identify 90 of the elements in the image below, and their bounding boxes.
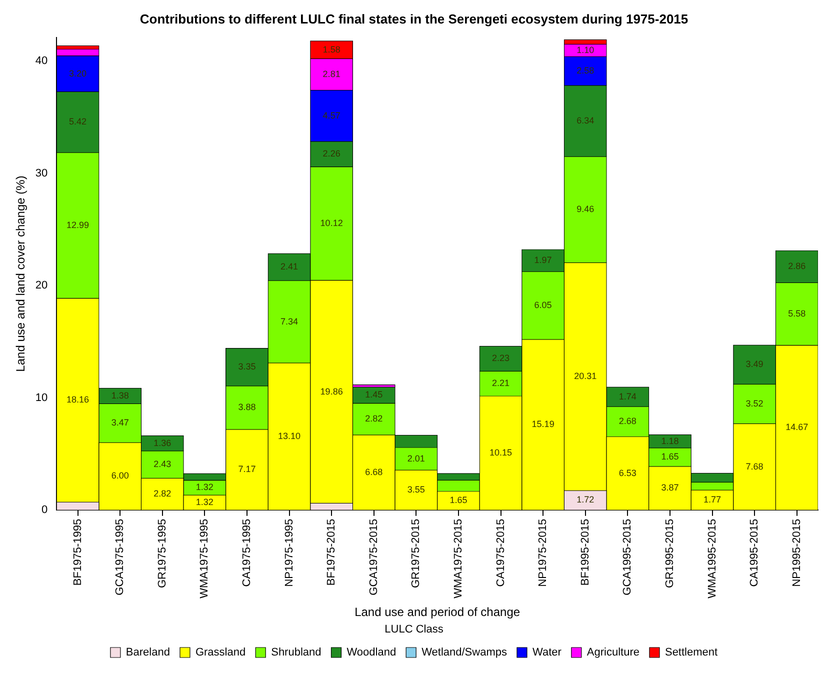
data-label: 14.67 (786, 422, 808, 432)
legend-label: Shrubland (271, 646, 322, 659)
x-tick-label: GCA1975-1995 (114, 518, 126, 596)
data-label: 6.68 (365, 466, 383, 477)
data-label: 3.87 (661, 482, 679, 493)
x-tick-label: WMA1975-2015 (452, 518, 464, 598)
legend-label: Agriculture (586, 646, 640, 659)
data-label: 2.01 (407, 453, 425, 464)
x-tick-label: GR1975-1995 (156, 518, 168, 588)
x-tick-label: CA1975-2015 (494, 518, 507, 587)
legend-label: Bareland (126, 646, 170, 659)
y-tick-label: 0 (42, 504, 48, 516)
data-label: 7.34 (280, 316, 298, 326)
data-label: 2.58 (576, 66, 594, 76)
data-label: 1.58 (322, 44, 340, 54)
data-label: 3.20 (69, 68, 87, 78)
x-tick-label: NP1995-2015 (790, 518, 803, 587)
data-label: 1.38 (111, 390, 129, 400)
data-label: 7.17 (238, 464, 256, 474)
data-label: 3.47 (111, 418, 129, 428)
x-axis-title: Land use and period of change (354, 604, 520, 619)
data-label: 10.15 (490, 447, 512, 458)
x-tick-label: GCA1995-2015 (622, 518, 634, 596)
y-axis-title: Land use and land cover change (%) (14, 176, 28, 372)
data-label: 3.55 (407, 484, 425, 494)
x-tick-label: CA1995-2015 (748, 518, 761, 587)
chart-title: Contributions to different LULC final states in the Serengeti ecosystem during 1975-2015 (140, 11, 688, 26)
data-label: 2.81 (322, 68, 340, 79)
data-label: 1.65 (661, 452, 679, 462)
legend-title: LULC Class (384, 623, 444, 636)
data-label: 4.57 (322, 110, 340, 120)
x-tick-label: WMA1995-2015 (706, 518, 718, 598)
legend-label: Woodland (346, 646, 396, 659)
data-label: 1.72 (576, 494, 594, 505)
data-label: 20.31 (574, 371, 597, 382)
data-label: 2.43 (154, 459, 172, 470)
y-tick-label: 20 (35, 280, 48, 292)
data-label: 1.45 (365, 390, 383, 400)
x-tick-label: GR1995-2015 (664, 518, 676, 588)
data-label: 2.82 (365, 414, 383, 424)
data-label: 12.99 (66, 220, 90, 230)
data-label: 1.36 (154, 438, 172, 448)
data-label: 1.65 (450, 495, 468, 506)
data-label: 1.32 (196, 496, 214, 507)
data-label: 13.10 (278, 430, 301, 441)
data-label: 5.42 (69, 116, 87, 127)
y-tick-label: 40 (35, 55, 48, 68)
data-label: 1.97 (534, 255, 552, 266)
data-label: 6.00 (111, 470, 129, 481)
data-label: 6.05 (534, 300, 552, 310)
x-tick-label: BF1995-2015 (579, 518, 592, 586)
data-label: 2.68 (618, 416, 636, 426)
legend-label: Settlement (664, 646, 718, 659)
x-tick-label: WMA1975-1995 (198, 518, 211, 598)
x-tick-label: NP1975-2015 (537, 518, 550, 587)
y-tick-label: 30 (35, 167, 48, 180)
x-tick-label: BF1975-1995 (72, 518, 84, 586)
data-label: 1.18 (661, 436, 679, 446)
data-label: 1.74 (618, 391, 636, 402)
x-tick-label: BF1975-2015 (326, 518, 338, 586)
x-tick-label: NP1975-1995 (283, 518, 296, 587)
data-label: 3.35 (238, 362, 256, 372)
data-label: 1.32 (196, 482, 214, 492)
data-label: 2.23 (492, 353, 510, 364)
data-label: 6.34 (576, 116, 594, 126)
data-label: 3.52 (746, 398, 764, 408)
data-label: 2.26 (322, 148, 340, 159)
x-tick-label: CA1975-1995 (241, 518, 254, 587)
legend-label: Water (532, 646, 562, 659)
y-tick-label: 10 (35, 392, 48, 404)
data-label: 9.46 (576, 204, 594, 214)
data-label: 3.49 (746, 359, 764, 370)
legend-label: Grassland (195, 646, 246, 659)
data-label: 3.88 (238, 402, 256, 412)
data-label: 2.82 (154, 488, 172, 499)
data-label: 2.21 (492, 378, 510, 388)
data-label: 18.16 (66, 394, 90, 405)
data-label: 1.10 (576, 44, 594, 55)
data-label: 5.58 (788, 308, 806, 319)
data-label: 2.86 (788, 261, 806, 272)
x-tick-label: GR1975-2015 (410, 518, 422, 588)
data-label: 10.12 (320, 218, 343, 228)
data-label: 2.41 (280, 262, 298, 272)
legend-label: Wetland/Swamps (422, 646, 508, 659)
data-label: 7.68 (746, 461, 764, 472)
data-label: 19.86 (320, 386, 343, 396)
x-tick-label: GCA1975-2015 (368, 518, 380, 596)
data-label: 1.77 (703, 494, 722, 504)
data-label: 15.19 (532, 419, 554, 430)
data-label: 6.53 (618, 468, 636, 478)
